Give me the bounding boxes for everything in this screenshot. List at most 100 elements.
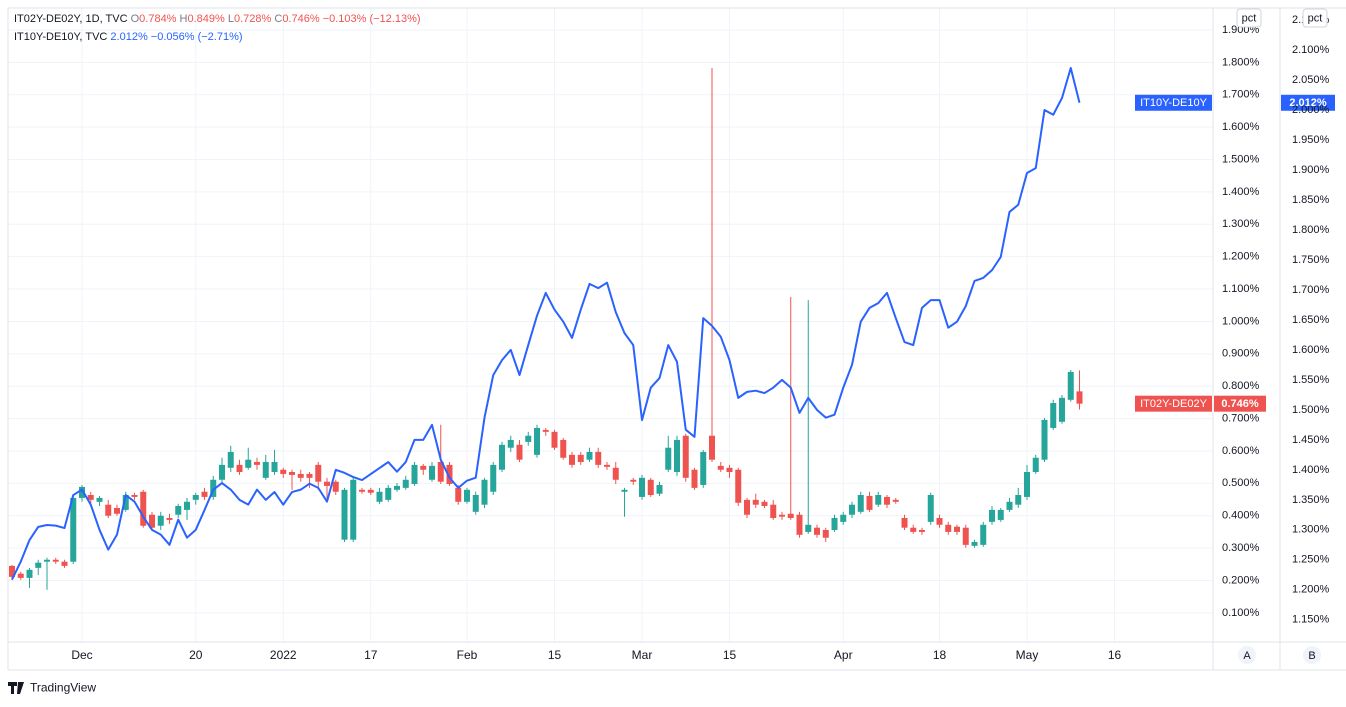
unit-box[interactable] <box>1302 8 1328 28</box>
candle-body <box>1024 472 1030 497</box>
y2-tick-label: 1.350% <box>1292 494 1330 506</box>
legend-line: IT10Y-DE10Y, TVC 2.012% −0.056% (−2.71%) <box>14 31 243 43</box>
candle-body <box>166 517 173 520</box>
ohlc-value: 0.849% <box>187 13 225 25</box>
candle-body <box>787 513 794 518</box>
x-tick-label: 18 <box>933 648 947 662</box>
series-badge <box>1135 395 1212 412</box>
candle-body <box>674 439 680 473</box>
candle-body <box>105 504 112 516</box>
candle-body <box>254 461 260 465</box>
y-tick-label: 0.300% <box>1222 542 1260 554</box>
legend-change: −0.056% (−2.71%) <box>151 31 243 43</box>
candle-body <box>376 491 383 502</box>
scale-button[interactable] <box>1238 646 1256 664</box>
y-tick-label: 1.700% <box>1222 89 1260 101</box>
candle-body <box>630 479 637 482</box>
x-tick-label: 15 <box>723 648 737 662</box>
y2-tick-label: 1.850% <box>1292 194 1330 206</box>
candle-body <box>945 524 952 532</box>
legend-change: −0.103% (−12.13%) <box>323 13 421 25</box>
candle-body <box>1076 391 1083 404</box>
logo: TradingView <box>8 681 96 695</box>
candle-body <box>892 499 899 502</box>
candle-body <box>96 497 103 502</box>
candle-body <box>927 494 934 522</box>
candle-body <box>324 481 330 486</box>
y2-tick-label: 1.800% <box>1292 224 1330 236</box>
candle-body <box>1006 501 1013 510</box>
candle-body <box>114 507 120 514</box>
candle-body <box>910 527 917 532</box>
candle-body <box>297 473 304 478</box>
candle-body <box>866 495 873 510</box>
scale-button[interactable] <box>1303 646 1321 664</box>
y-tick-label: 1.300% <box>1222 218 1260 230</box>
candle-body <box>315 464 322 482</box>
y2-tick-label: 1.650% <box>1292 314 1330 326</box>
candle-body <box>1059 397 1065 422</box>
candle-body <box>542 429 549 432</box>
line <box>11 66 1081 581</box>
x-tick-label: Feb <box>457 648 478 662</box>
grid <box>8 8 1213 642</box>
y2-tick-label: 1.400% <box>1292 464 1330 476</box>
unit-label: pct <box>1242 12 1257 24</box>
y-tick-label: 0.500% <box>1222 477 1260 489</box>
y-tick-label: 0.900% <box>1222 348 1260 360</box>
candle-body <box>997 509 1004 520</box>
y2-tick-label: 1.900% <box>1292 164 1330 176</box>
candle-body <box>814 527 820 535</box>
candle-body <box>402 479 409 488</box>
x-tick-label: 15 <box>548 648 562 662</box>
y2-tick-label: 1.200% <box>1292 584 1330 596</box>
candle-body <box>516 444 523 460</box>
candle-body <box>79 486 85 498</box>
y-tick-label: 1.800% <box>1222 56 1260 68</box>
y2-tick-label: 1.550% <box>1292 374 1330 386</box>
candle-body <box>717 465 724 470</box>
candle-body <box>507 439 514 448</box>
ohlc-letter: H <box>180 13 188 25</box>
candle-body <box>1067 371 1074 400</box>
candle-body <box>350 479 357 540</box>
y2-tick-label: 1.250% <box>1292 554 1330 566</box>
ohlc-value: 0.746% <box>282 13 320 25</box>
candle-body <box>44 559 50 562</box>
scale-id: B <box>1308 650 1315 662</box>
ohlc-letter: O <box>131 13 140 25</box>
candle-body <box>175 506 182 515</box>
candle-body <box>481 479 488 505</box>
candle-body <box>875 494 882 505</box>
candle-body <box>901 517 908 528</box>
candle-body <box>262 461 269 478</box>
ohlc-value: 0.784% <box>139 13 177 25</box>
y2-tick-label: 1.150% <box>1292 614 1330 626</box>
candle-body <box>700 451 707 485</box>
y2-tick-label: 2.100% <box>1292 44 1330 56</box>
candle-body <box>394 485 400 490</box>
y2-tick-label: 1.500% <box>1292 404 1330 416</box>
candle-body <box>822 529 829 538</box>
y-tick-label: 1.000% <box>1222 315 1260 327</box>
logo-mark <box>8 682 24 694</box>
candle-body <box>962 527 969 545</box>
x-tick-label: 20 <box>189 648 203 662</box>
candle-body <box>796 514 803 535</box>
candle-body <box>289 472 295 475</box>
candle-body <box>131 494 138 497</box>
unit-box[interactable] <box>1236 8 1262 28</box>
y2-tick-label: 1.300% <box>1292 524 1330 536</box>
x-tick-label: Dec <box>71 648 92 662</box>
legend-line: IT02Y-DE02Y, 1D, TVC O0.784% H0.849% L0.… <box>14 13 421 25</box>
candle-body <box>560 439 567 458</box>
candle-body <box>586 451 593 460</box>
candle-body <box>735 469 742 503</box>
scale-id: A <box>1243 650 1251 662</box>
candle-body <box>192 494 199 500</box>
candle-body <box>682 435 689 478</box>
candle-body <box>9 565 15 577</box>
candle-body <box>490 464 497 492</box>
candle-body <box>805 524 812 532</box>
y-tick-label: 0.200% <box>1222 574 1260 586</box>
